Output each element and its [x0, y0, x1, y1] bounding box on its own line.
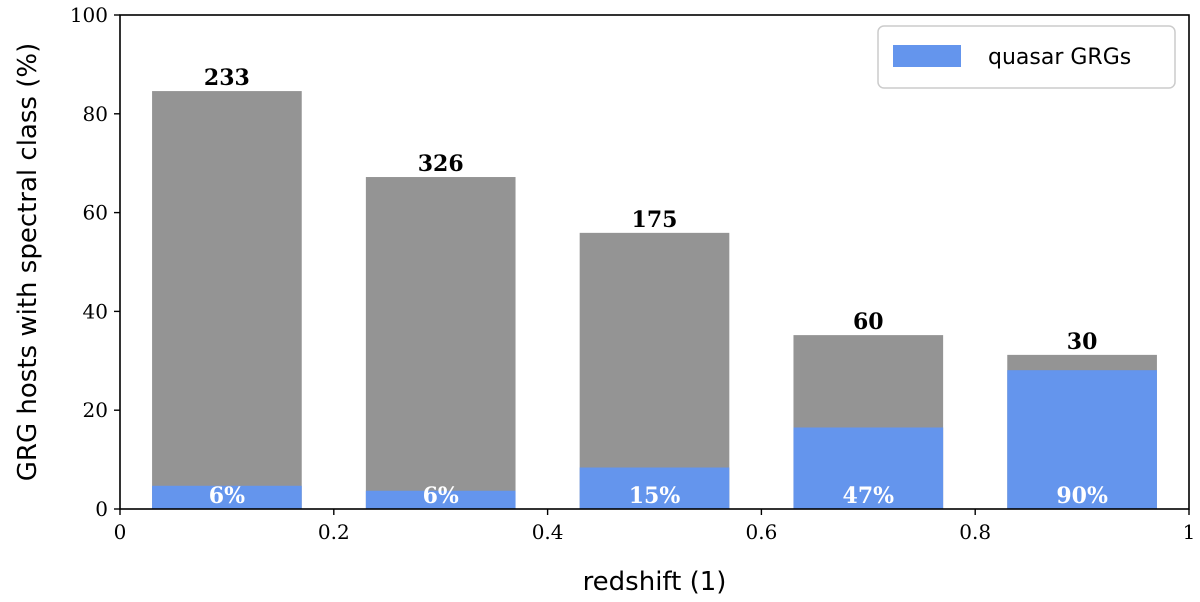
- bar-quasar-2: [365, 490, 516, 509]
- bar-labels-layer: 233 6% 326 6% 175 15% 60 47% 30 90%: [204, 65, 1108, 509]
- bar-percent-label-4: 47%: [843, 483, 895, 509]
- x-tick-label: 1: [1183, 520, 1196, 544]
- x-tick-label: 0.4: [532, 520, 564, 544]
- bars-layer: [152, 91, 1157, 510]
- bar-quasar-3: [579, 467, 730, 509]
- y-tick-label: 100: [70, 3, 108, 27]
- bar-total-2: [365, 177, 516, 510]
- x-tick-label: 0.2: [318, 520, 350, 544]
- x-axis: 0 0.2 0.4 0.6 0.8 1: [114, 509, 1196, 544]
- bar-count-label-2: 326: [418, 151, 464, 177]
- bar-quasar-4: [793, 427, 944, 509]
- legend: quasar GRGs: [877, 25, 1176, 89]
- y-tick-label: 60: [83, 201, 108, 225]
- bar-total-1: [152, 91, 302, 510]
- y-tick-label: 20: [83, 398, 108, 422]
- bar-percent-label-5: 90%: [1056, 483, 1108, 509]
- bar-count-label-1: 233: [204, 65, 250, 91]
- bar-total-3: [579, 232, 730, 509]
- y-tick-label: 40: [83, 299, 108, 323]
- x-tick-label: 0.6: [745, 520, 777, 544]
- bar-percent-label-3: 15%: [629, 483, 681, 509]
- y-tick-label: 80: [83, 102, 108, 126]
- y-axis-title: GRG hosts with spectral class (%): [13, 43, 43, 481]
- bar-count-label-5: 30: [1067, 329, 1098, 355]
- x-axis-title: redshift (1): [583, 567, 727, 597]
- bar-quasar-1: [152, 485, 302, 509]
- bar-count-label-4: 60: [853, 309, 884, 335]
- legend-label-quasar: quasar GRGs: [988, 45, 1131, 70]
- bar-percent-label-1: 6%: [209, 483, 245, 509]
- y-tick-label: 0: [95, 497, 108, 521]
- plot-frame: [119, 14, 1190, 510]
- bar-count-label-3: 175: [632, 207, 678, 233]
- legend-swatch-quasar: [893, 45, 961, 67]
- x-tick-label: 0.8: [959, 520, 991, 544]
- x-tick-label: 0: [114, 520, 127, 544]
- bar-percent-label-2: 6%: [423, 483, 459, 509]
- legend-box: [877, 25, 1176, 89]
- y-axis: 0 20 40 60 80 100: [70, 3, 120, 521]
- bar-quasar-5: [1007, 370, 1157, 509]
